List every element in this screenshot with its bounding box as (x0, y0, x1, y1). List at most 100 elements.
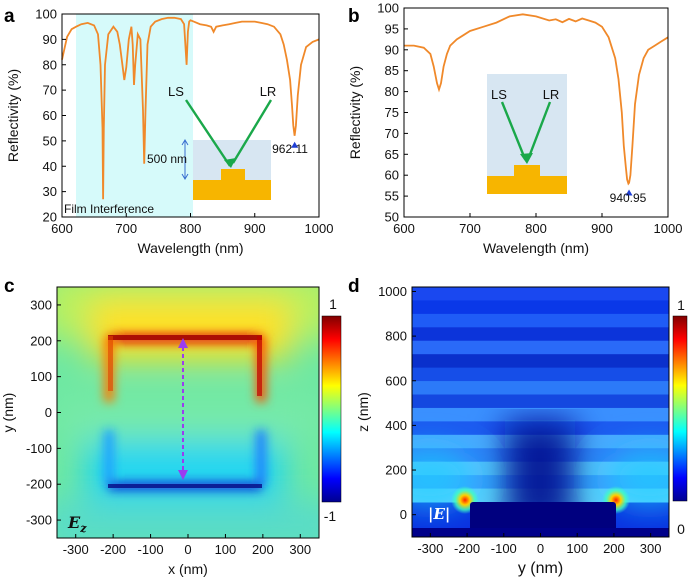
thickness-label: 500 nm (147, 152, 187, 166)
y-tick-label: 200 (30, 333, 52, 348)
y-tick-label: 1000 (378, 284, 407, 299)
field-band (412, 287, 669, 301)
resonance-label-a: 962.11 (272, 142, 308, 156)
x-tick-label: 300 (640, 541, 662, 556)
x-tick-label: -200 (454, 541, 480, 556)
axes-b: 600 700 800 900 1000 50 55 60 65 70 75 80 85 90 95 100 W… (347, 1, 682, 257)
y-tick-label: 300 (30, 297, 52, 312)
x-tick-label: 0 (537, 541, 544, 556)
y-axis-label: z (nm) (355, 392, 371, 432)
y-tick-label: 65 (385, 147, 399, 162)
x-tick-label: 1000 (654, 221, 683, 236)
x-axis-label: x (nm) (168, 561, 208, 577)
y-tick-label: 75 (385, 105, 399, 120)
ls-beam-b (500, 101, 527, 160)
y-tick-label: 0 (400, 507, 407, 522)
x-tick-label: 600 (393, 221, 415, 236)
y-tick-label: 100 (30, 369, 52, 384)
y-tick-label: 60 (43, 108, 57, 123)
field-band (412, 367, 669, 382)
field-label-e-magnitude: |E| (428, 505, 450, 523)
x-tick-label: 700 (459, 221, 481, 236)
x-tick-label: -300 (63, 542, 89, 557)
y-axis-label: y (nm) (0, 393, 16, 433)
film-interference-label: Film Interference (64, 202, 154, 216)
film-interference-band (76, 14, 193, 217)
y-tick-label: 600 (385, 373, 407, 388)
y-tick-label: 85 (385, 63, 399, 78)
y-tick-label: 95 (385, 21, 399, 36)
field-band (412, 340, 669, 355)
lr-beam-b (527, 101, 552, 158)
inset-structure-b: LS LR (487, 74, 567, 194)
ls-label-a: LS (168, 84, 184, 99)
x-tick-label: 600 (51, 221, 73, 236)
y-tick-label: 50 (43, 133, 57, 148)
axes-c: -300 -200 -100 0 100 200 300 -300 -200 -100 0 100 20… (0, 297, 311, 577)
x-tick-label: 100 (566, 541, 588, 556)
x-axis-label: Wavelength (nm) (483, 240, 589, 256)
beam-arrowhead-b (520, 153, 533, 164)
lr-label-b: LR (543, 87, 560, 102)
y-tick-label: 70 (385, 126, 399, 141)
panel-d-e-magnitude-map: d |E| 1 0 -300 -200 -100 0 100 200 300 0 200 400 6… (348, 276, 688, 577)
y-tick-label: 90 (385, 42, 399, 57)
x-tick-label: 100 (215, 542, 237, 557)
x-tick-label: 900 (591, 221, 613, 236)
x-axis-label: Wavelength (nm) (137, 240, 243, 256)
field-band (412, 394, 669, 409)
x-tick-label: -200 (100, 542, 126, 557)
lr-label-a: LR (260, 84, 277, 99)
y-tick-label: 40 (43, 159, 57, 174)
panel-b-reflectivity-chart: b LS LR 940.95 600 700 800 900 1000 50 55 60 65 7… (347, 1, 682, 257)
colorbar-c-max: 1 (329, 296, 337, 312)
y-tick-label: 50 (385, 210, 399, 225)
axes-d: -300 -200 -100 0 100 200 300 0 200 400 600 800 1000 y… (355, 284, 661, 577)
gold-substrate-a (193, 180, 271, 200)
x-tick-label: 300 (289, 542, 311, 557)
panel-c-ez-field-map: c Ez (0, 276, 342, 577)
y-tick-label: -100 (26, 441, 52, 456)
field-band (412, 327, 669, 342)
x-tick-label: 0 (184, 542, 191, 557)
y-tick-label: 30 (43, 184, 57, 199)
y-tick-label: -200 (26, 477, 52, 492)
resonance-marker-a (291, 141, 299, 148)
y-tick-label: 100 (377, 1, 399, 16)
colorbar-c (321, 315, 342, 503)
reflectivity-curve-a (61, 16, 320, 200)
x-tick-label: 200 (252, 542, 274, 557)
gold-pillar-b (514, 165, 540, 176)
inset-structure-a: 500 nm LS LR (147, 84, 276, 200)
y-tick-label: 200 (385, 463, 407, 478)
field-band (412, 300, 669, 315)
colorbar-d (672, 315, 688, 502)
x-tick-label: 900 (244, 221, 266, 236)
ez-heatmap (57, 287, 319, 538)
resonance-marker-b (625, 189, 633, 196)
thickness-arrowheads (181, 139, 189, 180)
y-tick-label: 400 (385, 418, 407, 433)
colorbar-c-min: -1 (324, 508, 337, 524)
reflectivity-curve-b (404, 13, 669, 186)
y-tick-label: 60 (385, 168, 399, 183)
panel-a-reflectivity-chart: a 962.11 Film Interference 500 nm LS LR … (4, 6, 333, 256)
y-tick-label: 0 (45, 405, 52, 420)
y-tick-label: 90 (43, 32, 57, 47)
colorbar-d-max: 1 (677, 297, 685, 313)
y-tick-label: 80 (43, 57, 57, 72)
field-band (412, 381, 669, 395)
gold-substrate-b (487, 176, 567, 194)
y-axis-label: Reflectivity (%) (5, 69, 21, 162)
colorbar-d-min: 0 (677, 521, 685, 537)
field-band (412, 354, 669, 369)
x-tick-label: 200 (603, 541, 625, 556)
x-tick-label: -100 (491, 541, 517, 556)
y-tick-label: 55 (385, 189, 399, 204)
y-tick-label: 70 (43, 83, 57, 98)
x-tick-label: 800 (180, 221, 202, 236)
x-tick-label: -300 (417, 541, 443, 556)
lr-beam-a (231, 99, 273, 164)
panel-letter-d: d (348, 276, 360, 297)
